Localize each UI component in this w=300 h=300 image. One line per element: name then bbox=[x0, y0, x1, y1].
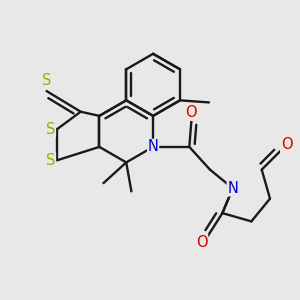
Text: N: N bbox=[148, 140, 158, 154]
Text: S: S bbox=[46, 153, 56, 168]
Text: O: O bbox=[186, 105, 197, 120]
Text: S: S bbox=[42, 73, 51, 88]
Text: O: O bbox=[281, 137, 292, 152]
Text: O: O bbox=[196, 235, 208, 250]
Text: N: N bbox=[227, 181, 238, 196]
Text: S: S bbox=[46, 122, 56, 137]
